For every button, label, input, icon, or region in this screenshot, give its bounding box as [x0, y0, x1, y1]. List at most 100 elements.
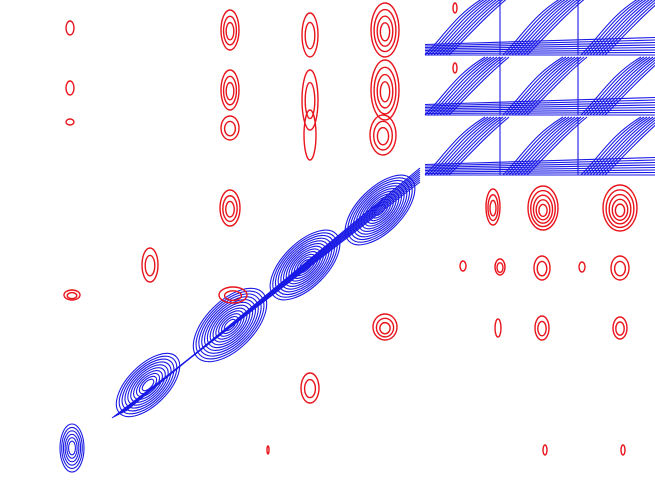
band-contour [502, 116, 564, 176]
band-contour [598, 119, 655, 176]
band-contour [430, 0, 488, 56]
band-contour [424, 36, 655, 46]
diagonal-contour [195, 290, 265, 360]
band-contour [424, 159, 655, 167]
diagonal-contour [198, 293, 262, 357]
peak-contour [379, 81, 391, 103]
band-contour [424, 0, 482, 56]
peak-contour [612, 316, 628, 340]
peak-contour [485, 188, 501, 226]
diagonal-contour [61, 426, 83, 470]
diagonal-contour [272, 232, 338, 298]
diagonal-contour [212, 307, 248, 343]
peak-contour [222, 195, 238, 223]
peak-contour [535, 199, 551, 221]
diagonal-contour [66, 437, 78, 459]
band-contour [526, 0, 585, 56]
peak-contour [372, 313, 398, 341]
peak-contour [303, 109, 317, 161]
band-contour [436, 56, 498, 116]
band-contour [589, 116, 651, 176]
peak-contour [218, 286, 248, 304]
band-contour [598, 59, 655, 116]
band-contour [586, 116, 648, 176]
band-contour [604, 124, 655, 176]
peak-contour [225, 81, 235, 101]
band-contour [442, 0, 501, 56]
diagonal-contour [133, 370, 163, 400]
peak-contour [141, 247, 159, 283]
peak-contour [300, 372, 320, 404]
band-contour [505, 56, 567, 116]
peak-contour [223, 290, 243, 302]
band-contour [508, 116, 570, 176]
band-contour [448, 0, 507, 56]
peak-contour [605, 189, 635, 229]
band-contour [601, 61, 655, 116]
band-contour [430, 116, 492, 176]
band-contour [439, 116, 501, 176]
band-contour [439, 0, 497, 56]
peak-contour [459, 260, 467, 272]
diagonal-contour [127, 364, 169, 406]
band-contour [436, 0, 494, 56]
band-contour [520, 0, 579, 56]
peak-contour [494, 258, 506, 276]
peak-contour [614, 203, 626, 218]
peak-contour [487, 194, 499, 222]
peak-contour [304, 21, 316, 50]
band-contour [445, 116, 507, 176]
band-contour [514, 0, 572, 56]
band-contour [523, 116, 585, 176]
diagonal-contour [201, 296, 259, 354]
peak-contour [610, 255, 630, 281]
band-contour [505, 116, 567, 176]
peak-contour [222, 15, 238, 46]
band-contour [505, 0, 563, 56]
band-contour [517, 0, 575, 56]
band-contour [595, 57, 655, 116]
peak-contour [536, 260, 548, 277]
peak-contour [66, 291, 78, 300]
peak-contour [144, 254, 156, 277]
band-contour [424, 49, 655, 53]
band-contour [592, 56, 654, 116]
peak-contour [452, 62, 458, 74]
peak-contour [494, 318, 502, 338]
peak-contour [222, 75, 238, 106]
band-contour [595, 117, 655, 176]
diagonal-contour [141, 378, 155, 392]
diagonal-contour [352, 182, 408, 238]
peak-contour [65, 118, 75, 126]
band-contour [430, 56, 492, 116]
peak-contour [220, 9, 240, 51]
peak-contour [615, 321, 625, 336]
peak-contour [611, 198, 629, 221]
peak-contour [578, 261, 586, 273]
band-contour [427, 56, 489, 116]
peak-contour [376, 73, 394, 109]
diagonal-contour [64, 433, 80, 463]
band-contour [586, 0, 644, 56]
band-contour [502, 0, 560, 56]
peak-contour [370, 2, 400, 58]
band-contour [589, 0, 647, 56]
band-contour [424, 39, 655, 47]
peak-contour [301, 69, 319, 131]
peak-contour [379, 22, 391, 42]
band-contour [439, 56, 501, 116]
band-contour [589, 56, 651, 116]
band-contour [424, 44, 655, 50]
band-contour [424, 56, 486, 116]
band-contour [502, 56, 564, 116]
band-contour [604, 4, 655, 56]
diagonal-contour [192, 287, 268, 363]
peak-contour [379, 321, 391, 335]
band-contour [520, 116, 582, 176]
band-contour [424, 164, 655, 170]
diagonal-contour [68, 440, 76, 456]
peak-contour [376, 15, 394, 47]
diagonal-contour [62, 430, 82, 466]
diagonal-contour [135, 372, 161, 398]
